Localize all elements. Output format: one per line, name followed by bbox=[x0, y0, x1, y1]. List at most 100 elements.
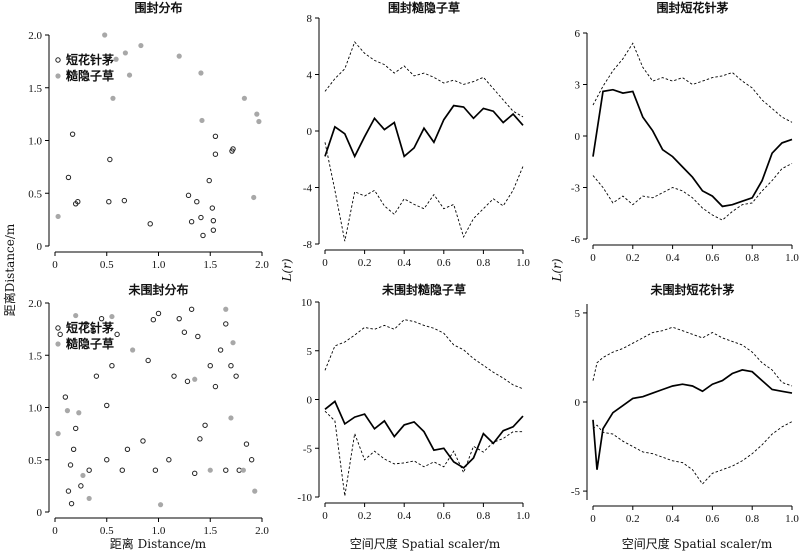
point-short-flower bbox=[185, 192, 192, 199]
x-tick-label: 0.6 bbox=[437, 257, 451, 269]
point-rough-hidden bbox=[102, 32, 108, 38]
envelope-line bbox=[324, 41, 524, 118]
point-rough-hidden bbox=[157, 502, 164, 508]
y-tick-label: 0 bbox=[37, 507, 43, 519]
point-short-flower bbox=[73, 425, 79, 432]
point-rough-hidden bbox=[76, 410, 82, 416]
point-short-flower bbox=[109, 363, 115, 369]
y-tick-label: 5 bbox=[307, 346, 313, 358]
observed-line bbox=[324, 104, 524, 159]
y-tick-label: -5 bbox=[303, 443, 313, 455]
x-tick-label: 0.4 bbox=[397, 510, 411, 522]
point-short-flower bbox=[176, 315, 182, 322]
panel-p5: 未围封糙隐子草 0 0.2 0.4 0.6 0.8 1.0 -10 -5 0 5 10 bbox=[297, 282, 530, 522]
point-short-flower bbox=[78, 483, 84, 489]
point-short-flower bbox=[210, 227, 217, 233]
panel-title: 围封糙隐子草 bbox=[388, 0, 460, 15]
point-short-flower bbox=[217, 347, 224, 353]
point-short-flower bbox=[86, 467, 92, 473]
point-rough-hidden bbox=[55, 431, 61, 437]
point-rough-hidden bbox=[55, 213, 61, 220]
panel-p6: 未围封短花针茅 0 0.2 0.4 0.6 0.8 1.0 -5 0 5 bbox=[571, 282, 800, 525]
point-rough-hidden bbox=[223, 306, 229, 312]
panel-title: 围封分布 bbox=[134, 0, 182, 15]
point-short-flower bbox=[200, 232, 206, 239]
point-short-flower bbox=[223, 467, 229, 473]
point-short-flower bbox=[188, 219, 195, 225]
y-tick-label: 0 bbox=[575, 397, 581, 409]
x-tick-label: 0.6 bbox=[437, 510, 451, 522]
x-tick-label: 0 bbox=[52, 259, 58, 271]
x-tick-label: 0.4 bbox=[666, 252, 680, 264]
point-short-flower bbox=[83, 321, 89, 327]
point-short-flower bbox=[248, 457, 255, 463]
point-rough-hidden bbox=[228, 415, 234, 421]
point-rough-hidden bbox=[207, 467, 213, 473]
y-tick-label: 1.0 bbox=[28, 136, 42, 148]
x-tick-label: 1.0 bbox=[785, 252, 799, 264]
legend-label: 短花针茅 bbox=[66, 52, 114, 67]
point-short-flower bbox=[104, 457, 110, 463]
y-tick-label: -6 bbox=[571, 234, 581, 246]
point-rough-hidden bbox=[198, 70, 204, 76]
point-short-flower bbox=[212, 151, 219, 157]
legend-label: 短花针茅 bbox=[66, 320, 114, 335]
point-short-flower bbox=[119, 467, 125, 473]
x-axis-label-right: 空间尺度 Spatial scaler/m bbox=[622, 536, 773, 551]
envelope-line bbox=[324, 142, 524, 242]
x-tick-label: 0.8 bbox=[745, 252, 759, 264]
panel-p3: 围封短花针茅 0 0.2 0.4 0.6 0.8 1.0 -6 -3 0 3 6 bbox=[571, 0, 800, 264]
y-axis-label-left: 距离Distance/m bbox=[2, 223, 17, 316]
x-tick-label: 0.5 bbox=[100, 525, 114, 537]
y-tick-label: 5 bbox=[575, 308, 581, 320]
point-rough-hidden bbox=[176, 53, 182, 59]
y-tick-label: 2.0 bbox=[28, 30, 42, 42]
y-tick-label: 3 bbox=[575, 80, 581, 92]
x-tick-label: 1.0 bbox=[152, 525, 166, 537]
y-tick-label: 4 bbox=[307, 70, 313, 82]
point-short-flower bbox=[184, 378, 191, 385]
x-tick-label: 0.8 bbox=[477, 257, 491, 269]
x-tick-label: 0.4 bbox=[397, 257, 411, 269]
point-rough-hidden bbox=[110, 95, 116, 101]
point-rough-hidden bbox=[126, 72, 133, 78]
point-short-flower bbox=[69, 131, 76, 137]
y-tick-label: 2.0 bbox=[28, 298, 42, 310]
x-tick-label: 0.6 bbox=[706, 513, 720, 525]
point-rough-hidden bbox=[80, 472, 86, 479]
y-tick-label: 0 bbox=[575, 131, 581, 143]
point-short-flower bbox=[68, 500, 75, 507]
point-rough-hidden bbox=[64, 408, 71, 414]
point-short-flower bbox=[98, 315, 105, 322]
y-tick-label: -8 bbox=[303, 239, 313, 251]
point-short-flower bbox=[155, 310, 162, 317]
envelope-line bbox=[592, 42, 793, 123]
point-rough-hidden bbox=[109, 313, 115, 320]
y-tick-label: -10 bbox=[297, 492, 312, 504]
y-tick-label: -3 bbox=[571, 183, 581, 195]
y-tick-label: 1.5 bbox=[28, 350, 42, 362]
point-short-flower bbox=[230, 146, 236, 152]
legend-label: 糙隐子草 bbox=[66, 68, 114, 83]
panel-title: 未围封糙隐子草 bbox=[381, 282, 466, 297]
panel-title: 未围封分布 bbox=[127, 282, 188, 297]
legend-label: 糙隐子草 bbox=[66, 336, 114, 351]
legend-marker-rough-hidden bbox=[55, 73, 61, 79]
x-tick-label: 0.2 bbox=[626, 513, 640, 525]
y-axis-label-right: L(r) bbox=[550, 258, 564, 282]
y-tick-label: 0 bbox=[307, 395, 313, 407]
point-rough-hidden bbox=[138, 42, 144, 49]
point-short-flower bbox=[233, 373, 239, 379]
y-tick-label: 0.5 bbox=[28, 455, 42, 467]
x-tick-label: 0 bbox=[590, 513, 596, 525]
envelope-line bbox=[324, 319, 524, 390]
point-short-flower bbox=[65, 488, 72, 494]
x-axis-label-middle: 空间尺度 Spatial scaler/m bbox=[350, 536, 501, 551]
point-short-flower bbox=[195, 333, 201, 340]
legend-marker-short-flower bbox=[55, 57, 61, 63]
point-rough-hidden bbox=[86, 495, 92, 502]
point-short-flower bbox=[228, 363, 234, 369]
y-tick-label: 8 bbox=[307, 13, 313, 25]
